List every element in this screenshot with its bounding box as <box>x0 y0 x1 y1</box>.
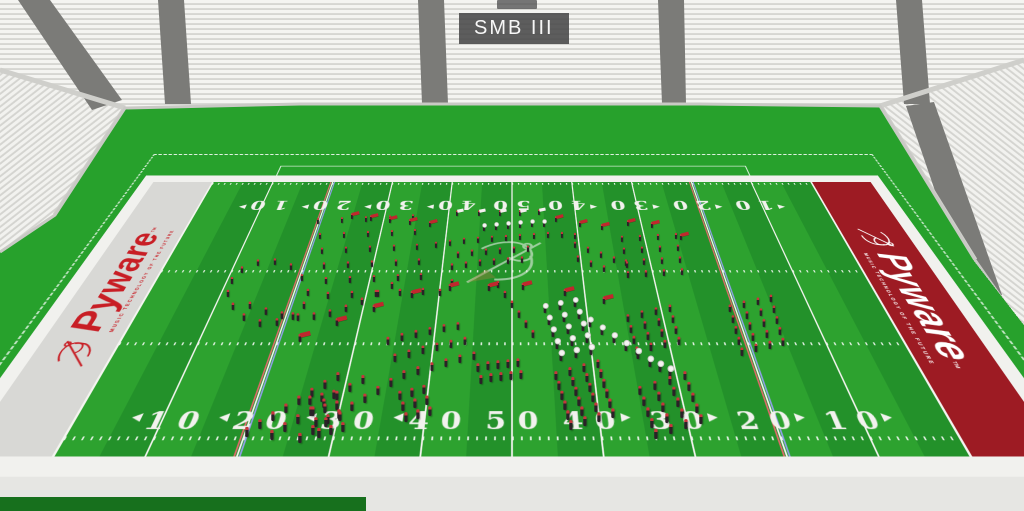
pyware-logo-icon <box>853 227 901 248</box>
left-corner-stand <box>0 70 125 252</box>
stand-wall-edge <box>0 102 1024 331</box>
stadium-banner: SMB III <box>459 13 569 44</box>
distant-sign <box>497 0 537 9</box>
midfield-logo <box>458 235 552 289</box>
near-sideline-strip <box>0 456 1024 477</box>
pyware-logo-icon <box>43 338 104 369</box>
sideline-turf-strip <box>0 497 366 511</box>
trademark-symbol: ™ <box>946 360 965 369</box>
stair-aisles <box>18 0 1002 305</box>
